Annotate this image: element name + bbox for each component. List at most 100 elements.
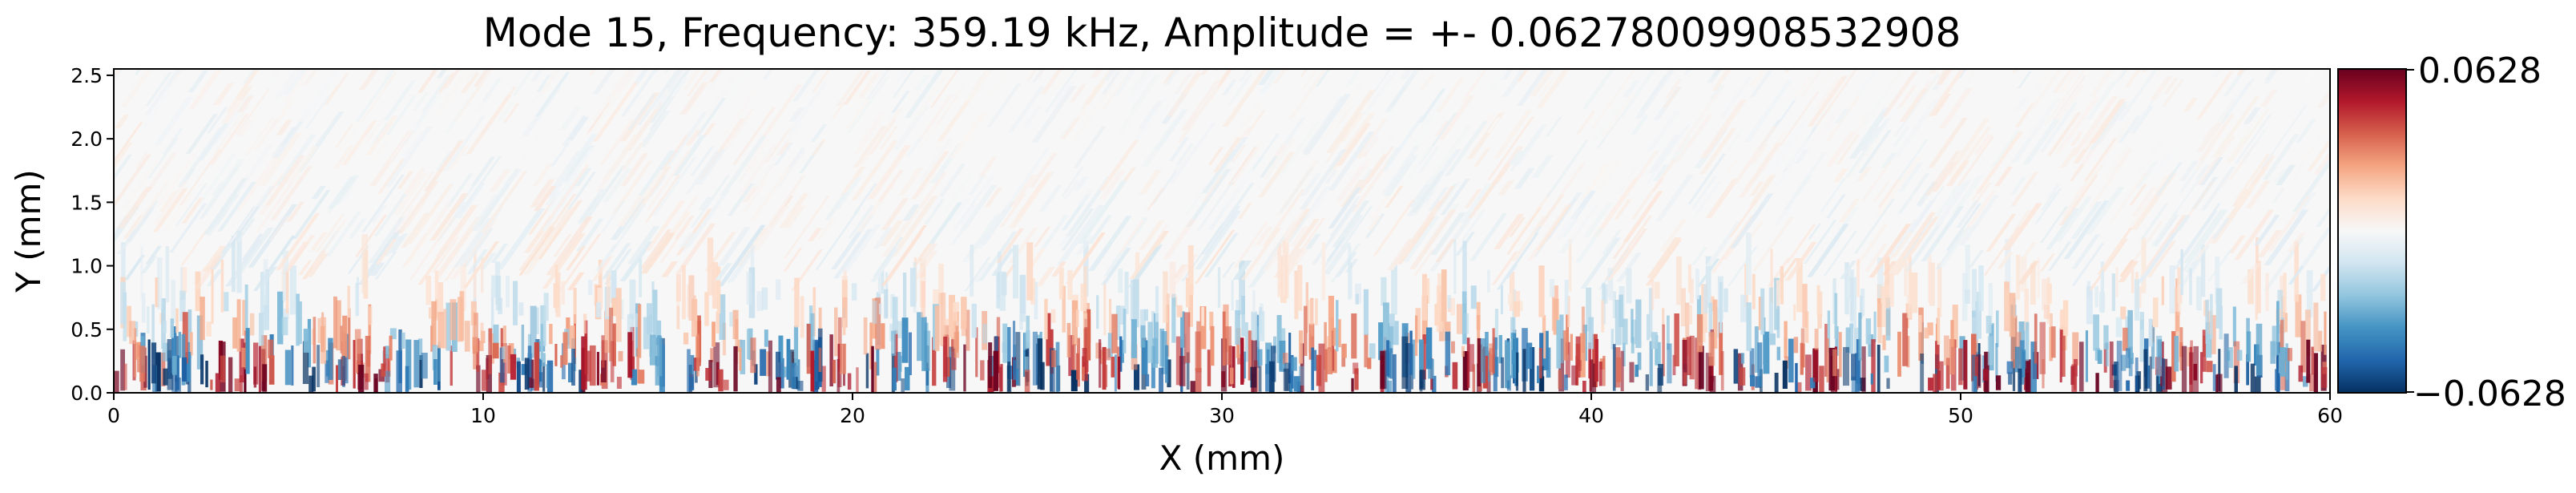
- heatmap-streak: [1241, 296, 1245, 337]
- heatmap-streak: [1437, 95, 1475, 140]
- heatmap-streak: [1165, 345, 1169, 383]
- heatmap-streak: [1410, 106, 1444, 147]
- heatmap-streak: [715, 263, 732, 281]
- heatmap-streak: [1591, 70, 1635, 129]
- heatmap-streak: [1007, 327, 1011, 379]
- heatmap-streak: [1730, 193, 1774, 249]
- heatmap-streak: [637, 304, 642, 358]
- heatmap-streak: [196, 315, 204, 370]
- heatmap-streak: [1731, 126, 1778, 185]
- heatmap-streak: [1766, 123, 1808, 172]
- heatmap-streak: [587, 280, 593, 296]
- heatmap-streak: [1783, 131, 1812, 168]
- heatmap-streak: [1674, 313, 1679, 366]
- heatmap-streak: [1816, 285, 1820, 316]
- heatmap-streak: [1176, 305, 1183, 317]
- heatmap-streak: [904, 69, 948, 119]
- heatmap-streak: [1167, 359, 1171, 388]
- heatmap-streak: [979, 176, 996, 192]
- heatmap-streak: [1906, 294, 1911, 318]
- heatmap-streak: [1362, 112, 1396, 152]
- heatmap-streak: [1874, 156, 1923, 217]
- heatmap-streak: [646, 149, 692, 210]
- heatmap-streak: [670, 76, 689, 97]
- heatmap-streak: [1024, 356, 1029, 372]
- heatmap-streak: [1099, 139, 1139, 191]
- heatmap-streak: [429, 307, 432, 319]
- heatmap-streak: [1363, 289, 1369, 335]
- heatmap-streak: [812, 69, 832, 92]
- heatmap-streak: [1937, 361, 1944, 391]
- heatmap-streak: [1385, 185, 1404, 208]
- heatmap-streak: [1402, 216, 1440, 262]
- heatmap-streak: [532, 164, 553, 187]
- heatmap-streak: [445, 302, 452, 351]
- heatmap-streak: [1796, 258, 1803, 313]
- heatmap-streak: [2215, 90, 2245, 123]
- heatmap-streak: [965, 309, 970, 351]
- heatmap-streak: [1881, 286, 1886, 328]
- heatmap-streak: [1973, 376, 1977, 393]
- heatmap-streak: [1686, 305, 1692, 325]
- heatmap-streak: [885, 232, 923, 281]
- heatmap-streak: [206, 269, 224, 286]
- heatmap-streak: [437, 69, 480, 110]
- heatmap-streak: [302, 341, 309, 384]
- heatmap-streak: [1935, 354, 1939, 393]
- heatmap-streak: [209, 114, 249, 165]
- heatmap-streak: [1176, 87, 1220, 143]
- heatmap-streak: [1508, 293, 1513, 305]
- heatmap-streak: [1066, 232, 1106, 284]
- heatmap-streak: [1540, 366, 1544, 392]
- heatmap-streak: [1635, 69, 1681, 119]
- heatmap-streak: [220, 355, 226, 382]
- heatmap-streak: [341, 120, 377, 165]
- heatmap-streak: [553, 234, 572, 257]
- heatmap-streak: [433, 359, 437, 385]
- heatmap-streak: [598, 260, 603, 309]
- heatmap-streak: [2203, 126, 2218, 140]
- heatmap-streak: [1185, 277, 1190, 308]
- heatmap-streak: [140, 256, 158, 273]
- heatmap-streak: [1472, 364, 1476, 393]
- heatmap-streak: [1749, 348, 1755, 378]
- heatmap-streak: [1652, 164, 1670, 181]
- heatmap-streak: [1886, 219, 1918, 259]
- heatmap-streak: [518, 225, 554, 271]
- heatmap-streak: [2234, 209, 2275, 261]
- heatmap-streak: [232, 317, 237, 349]
- heatmap-streak: [1884, 104, 1901, 125]
- heatmap-streak: [181, 169, 196, 184]
- heatmap-streak: [1987, 336, 1993, 366]
- heatmap-streak: [840, 166, 866, 196]
- heatmap-streak: [213, 104, 251, 153]
- heatmap-streak: [1938, 88, 1973, 128]
- heatmap-streak: [1717, 276, 1723, 321]
- heatmap-streak: [533, 186, 557, 211]
- heatmap-streak: [1744, 79, 1793, 143]
- heatmap-streak: [2003, 203, 2042, 250]
- heatmap-streak: [1415, 308, 1421, 343]
- heatmap-streak: [1316, 354, 1322, 386]
- heatmap-streak: [851, 283, 857, 301]
- heatmap-streak: [291, 346, 294, 386]
- heatmap-streak: [917, 138, 953, 184]
- heatmap-streak: [1132, 279, 1139, 328]
- heatmap-streak: [832, 228, 873, 279]
- heatmap-streak: [846, 77, 889, 133]
- heatmap-streak: [1314, 69, 1344, 87]
- heatmap-streak: [1245, 322, 1248, 362]
- heatmap-streak: [171, 370, 178, 392]
- heatmap-streak: [1871, 339, 1876, 393]
- heatmap-streak: [1757, 342, 1763, 387]
- heatmap-streak: [575, 218, 604, 252]
- heatmap-streak: [1308, 300, 1314, 325]
- heatmap-streak: [2227, 350, 2231, 362]
- heatmap-streak: [1226, 102, 1263, 147]
- heatmap-streak: [1480, 338, 1486, 383]
- heatmap-streak: [1168, 137, 1190, 162]
- heatmap-streak: [365, 336, 371, 382]
- heatmap-streak: [508, 343, 514, 360]
- heatmap-streak: [1294, 270, 1299, 320]
- heatmap-streak: [2232, 306, 2236, 347]
